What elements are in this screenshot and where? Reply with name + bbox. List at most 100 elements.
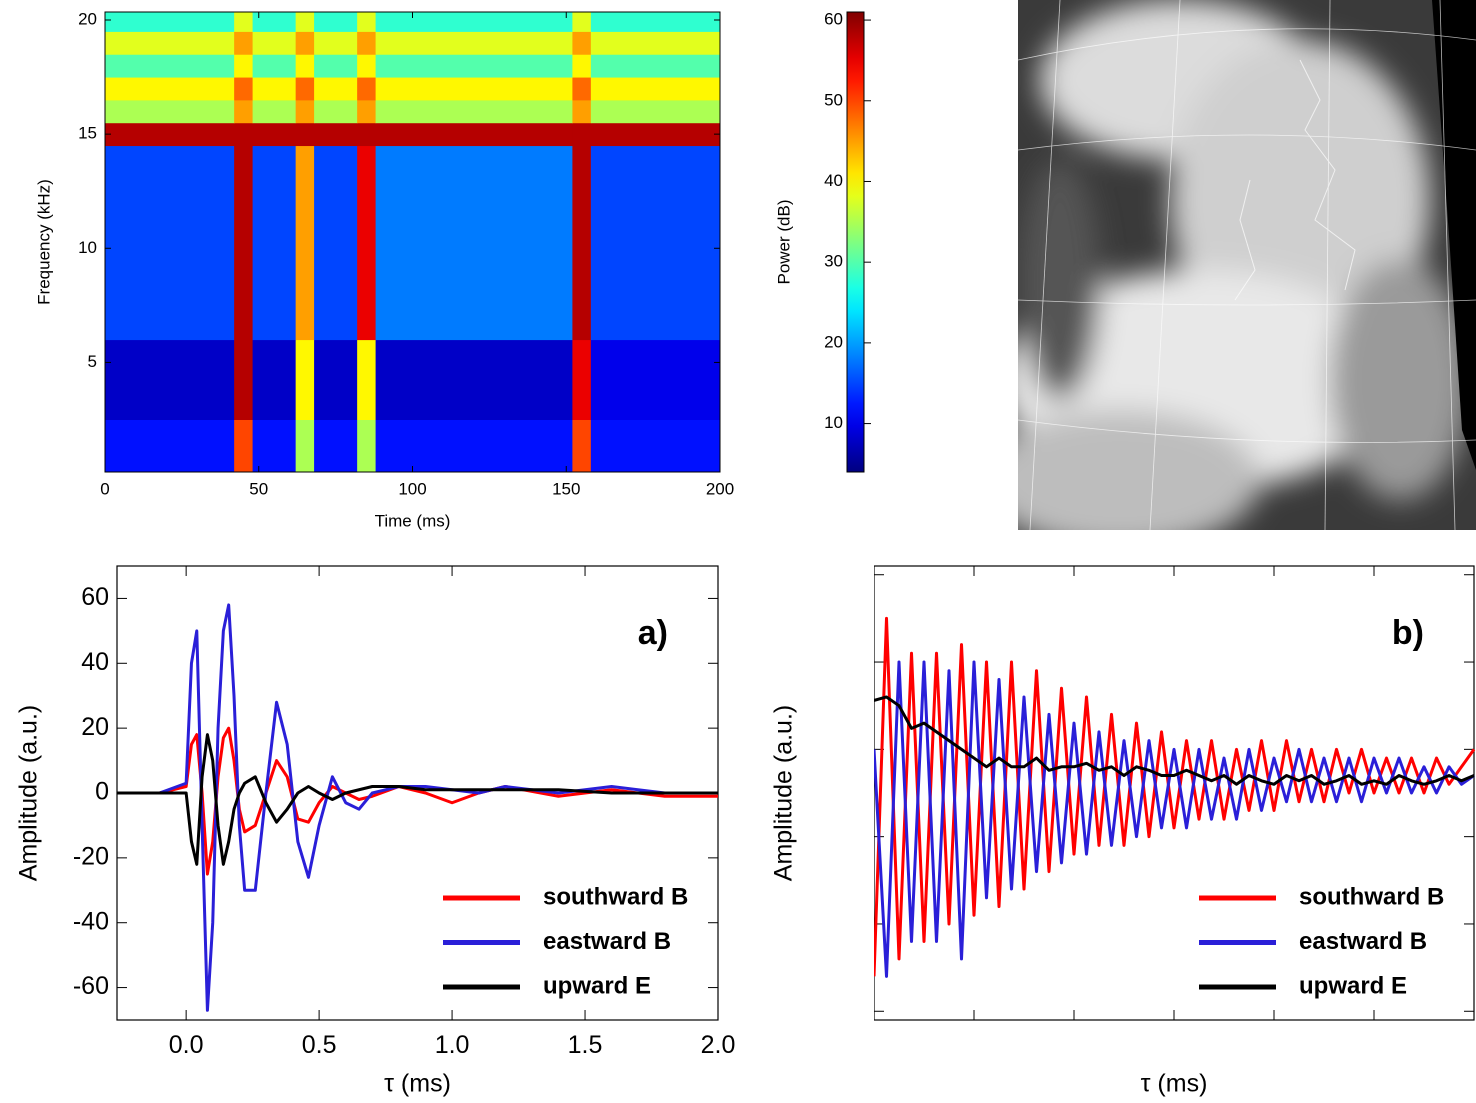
y-tick-label: 40 <box>81 648 109 676</box>
heatmap-cell <box>590 77 721 101</box>
heatmap-cell <box>105 77 235 101</box>
heatmap-cell <box>357 77 377 101</box>
axes: 2 3 4 5 6 7 8 -1.5 -1.0 -0.5 0.0 0.5 1.0 <box>823 559 1476 1059</box>
heatmap-cell <box>590 31 721 55</box>
y-tick-label: 10 <box>78 238 97 257</box>
y-tick-label: -20 <box>73 842 109 870</box>
x-tick-label: 0 <box>100 479 109 498</box>
heatmap-cell <box>590 339 721 420</box>
heatmap-cell <box>252 99 297 124</box>
heatmap-cell <box>375 339 573 420</box>
y-tick-label: -60 <box>73 972 109 1000</box>
series-line <box>874 616 1476 977</box>
x-axis-label: Time (ms) <box>375 511 451 530</box>
heatmap-cell <box>357 54 377 78</box>
heatmap-cell <box>295 54 315 78</box>
heatmap-cell <box>234 54 254 78</box>
heatmap-cell <box>105 12 235 32</box>
x-tick-label: 150 <box>552 479 580 498</box>
heatmap-cell <box>295 419 315 473</box>
heatmap-cell <box>234 99 254 124</box>
x-tick-label: 7 <box>1367 1031 1381 1059</box>
heatmap-cell <box>590 145 721 341</box>
heatmap-cell <box>105 122 235 147</box>
satellite-image <box>1018 0 1476 530</box>
heatmap-cell <box>375 122 573 147</box>
legend-label: upward E <box>1299 972 1407 999</box>
heatmap-cell <box>314 419 358 473</box>
plot-frame <box>874 565 1475 1021</box>
y-tick-label: 1.0 <box>831 559 866 587</box>
heatmap-cell <box>234 77 254 101</box>
x-tick-label: 0.0 <box>169 1031 204 1059</box>
y-tick-label: -0.5 <box>823 821 866 849</box>
x-tick-label: 8 <box>1467 1031 1476 1059</box>
heatmap-cell <box>105 419 235 473</box>
heatmap-cell <box>314 31 358 55</box>
series-line <box>117 603 718 1012</box>
colorbar-tick-label: 20 <box>824 332 843 351</box>
x-axis-label: τ (ms) <box>384 1070 451 1098</box>
heatmap-cell <box>314 99 358 124</box>
heatmap-cell <box>375 145 573 341</box>
heatmap-cell <box>572 12 592 32</box>
x-tick-label: 5 <box>1167 1031 1181 1059</box>
heatmap-cell <box>590 54 721 78</box>
heatmap-cell <box>572 77 592 101</box>
heatmap-cell <box>357 419 377 473</box>
heatmap-cell <box>105 339 235 420</box>
heatmap-cell <box>590 122 721 147</box>
x-tick-label: 4 <box>1067 1031 1081 1059</box>
heatmap-cell <box>314 339 358 420</box>
heatmap-cell <box>357 339 377 420</box>
heatmap-cell <box>357 122 377 147</box>
heatmap-cell <box>375 54 573 78</box>
legend-label: eastward B <box>1299 928 1427 955</box>
heatmap-cell <box>252 339 297 420</box>
series-line <box>117 733 718 866</box>
heatmap-cell <box>375 31 573 55</box>
heatmap-cell <box>295 31 315 55</box>
heatmap-cell <box>572 31 592 55</box>
panel-label: b) <box>1392 614 1424 652</box>
heatmap-cell <box>590 12 721 32</box>
heatmap-cell <box>375 77 573 101</box>
heatmap-cell <box>105 31 235 55</box>
heatmap-cell <box>357 31 377 55</box>
x-tick-label: 1.5 <box>568 1031 603 1059</box>
x-tick-label: 0.5 <box>302 1031 337 1059</box>
x-tick-label: 1.0 <box>435 1031 470 1059</box>
heatmap-cell <box>234 122 254 147</box>
heatmap-cell <box>375 419 573 473</box>
heatmap-cell <box>234 419 254 473</box>
heatmap-cell <box>375 99 573 124</box>
y-axis-label: Frequency (kHz) <box>34 179 53 305</box>
heatmap-cell <box>314 122 358 147</box>
legend-label: eastward B <box>543 928 671 955</box>
x-tick-label: 50 <box>249 479 268 498</box>
heatmap-cell <box>234 145 254 341</box>
heatmap-cell <box>252 122 297 147</box>
heatmap-cell <box>314 12 358 32</box>
colorbar-tick-label: 10 <box>824 413 843 432</box>
colorbar <box>846 11 865 473</box>
y-axis-label: Amplitude (a.u.) <box>770 705 798 881</box>
y-tick-label: -40 <box>73 907 109 935</box>
heatmap-cell <box>572 145 592 341</box>
colorbar-tick-label: 40 <box>824 171 843 190</box>
heatmap-cell <box>314 145 358 341</box>
heatmap-cell <box>234 12 254 32</box>
panel-label: a) <box>638 614 668 652</box>
heatmap-cell <box>105 99 235 124</box>
heatmap-cell <box>252 145 297 341</box>
heatmap-cell <box>295 145 315 341</box>
y-tick-label: 0.0 <box>831 734 866 762</box>
y-tick-label: -1.5 <box>823 996 866 1024</box>
heatmap-cell <box>234 339 254 420</box>
heatmap-cell <box>234 31 254 55</box>
heatmap-cell <box>357 12 377 32</box>
colorbar-label: Power (dB) <box>774 199 793 284</box>
x-tick-label: 200 <box>706 479 734 498</box>
y-tick-label: 0 <box>95 778 109 806</box>
x-tick-label: 100 <box>398 479 426 498</box>
